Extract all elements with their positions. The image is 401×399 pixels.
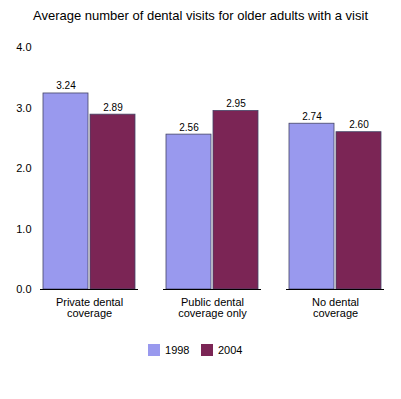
html-text:2004: 2004: [218, 343, 243, 356]
svg-text:Private dentalcoverage: Private dentalcoverage: [56, 296, 123, 319]
svg-text:2.95: 2.95: [226, 98, 246, 109]
html-text:Average number of dental visit: Average number of dental visits for olde…: [33, 8, 368, 23]
svg-text:3.24: 3.24: [56, 80, 76, 91]
svg-text:2.0: 2.0: [16, 162, 31, 174]
svg-text:1.0: 1.0: [16, 223, 31, 235]
svg-text:2.74: 2.74: [302, 111, 322, 122]
svg-text:Public dentalcoverage only: Public dentalcoverage only: [178, 296, 247, 319]
svg-text:0.0: 0.0: [16, 283, 31, 295]
html-text:1998: 1998: [165, 343, 190, 356]
svg-text:2.60: 2.60: [349, 119, 369, 130]
svg-text:4.0: 4.0: [16, 41, 31, 53]
svg-text:3.0: 3.0: [16, 102, 31, 114]
svg-text:No dentalcoverage: No dentalcoverage: [312, 296, 359, 319]
svg-text:2.56: 2.56: [179, 122, 199, 133]
svg-text:2.89: 2.89: [103, 102, 123, 113]
